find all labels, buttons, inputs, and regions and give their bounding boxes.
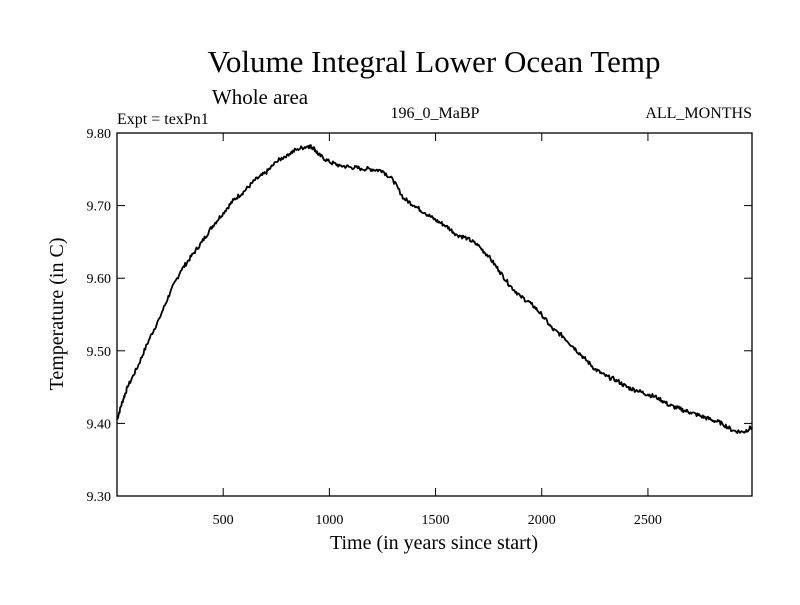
y-axis: 9.30 9.40 9.50 9.60 9.70 9.80 bbox=[87, 127, 752, 505]
experiment-label: Expt = texPn1 bbox=[117, 111, 209, 128]
months-label: ALL_MONTHS bbox=[645, 105, 752, 122]
y-tick-label: 9.50 bbox=[87, 345, 112, 360]
y-tick-label: 9.30 bbox=[87, 490, 112, 505]
y-tick-label: 9.60 bbox=[87, 272, 112, 287]
x-tick-label: 1500 bbox=[422, 513, 450, 528]
y-tick-label: 9.70 bbox=[87, 200, 112, 215]
x-axis-label: Time (in years since start) bbox=[330, 532, 538, 554]
y-tick-label: 9.40 bbox=[87, 417, 112, 432]
period-label: 196_0_MaBP bbox=[391, 105, 480, 122]
x-tick-label: 2500 bbox=[634, 513, 662, 528]
x-tick-label: 500 bbox=[213, 513, 234, 528]
y-tick-label: 9.80 bbox=[87, 127, 112, 142]
y-axis-label: Temperature (in C) bbox=[46, 238, 68, 391]
x-axis: 500 1000 1500 2000 2500 bbox=[213, 133, 662, 528]
chart-subtitle: Whole area bbox=[212, 85, 309, 109]
temperature-series-line bbox=[116, 144, 753, 435]
x-tick-label: 1000 bbox=[315, 513, 343, 528]
x-tick-label: 2000 bbox=[528, 513, 556, 528]
chart-title: Volume Integral Lower Ocean Temp bbox=[208, 44, 661, 79]
plot-frame bbox=[116, 132, 753, 497]
